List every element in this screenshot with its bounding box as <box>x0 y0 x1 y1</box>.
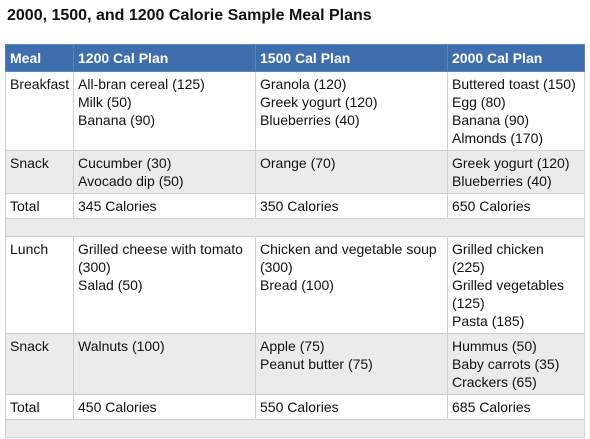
plan-cell: Grilled cheese with tomato (300) Salad (5… <box>73 236 256 334</box>
plan-cell: 450 Calories <box>73 394 256 420</box>
spacer-cell <box>5 218 585 237</box>
cell-line: 650 Calories <box>452 198 531 214</box>
cell-line: Avocado dip (50) <box>78 173 184 189</box>
plan-cell: Hummus (50) Baby carrots (35) Crackers (65… <box>447 333 585 395</box>
meal-cell: Lunch <box>5 236 74 334</box>
spacer-row <box>5 218 585 237</box>
plan-cell: 350 Calories <box>255 193 448 219</box>
cell-line: Banana (90) <box>78 112 156 128</box>
meal-cell: Snack <box>5 333 74 395</box>
cell-line: Almonds (170) <box>452 130 544 146</box>
spacer-row <box>5 419 585 438</box>
cell-line: Greek yogurt (120) <box>452 155 570 171</box>
cell-line: Baby carrots (35) <box>452 356 560 372</box>
plan-cell: 685 Calories <box>447 394 585 420</box>
cell-line: 345 Calories <box>78 198 157 214</box>
cell-line: Buttered toast (150) <box>452 76 576 92</box>
cell-line: Snack <box>10 338 49 354</box>
table-row: Snack Walnuts (100) Apple (75) Peanut butte… <box>5 333 585 395</box>
plan-cell: 650 Calories <box>447 193 585 219</box>
cell-line: All-bran cereal (125) <box>78 76 205 92</box>
cell-line: Walnuts (100) <box>78 338 165 354</box>
header-cell: Meal <box>5 44 74 72</box>
plan-cell: Greek yogurt (120) Blueberries (40) <box>447 150 585 194</box>
meal-cell: Breakfast <box>5 71 74 151</box>
meal-table: Meal 1200 Cal Plan 1500 Cal Plan 2000 Cal P… <box>5 44 585 438</box>
plan-cell: Buttered toast (150) Egg (80) Banana (90) A… <box>447 71 585 151</box>
cell-line: Blueberries (40) <box>260 112 360 128</box>
header-row: Meal 1200 Cal Plan 1500 Cal Plan 2000 Cal P… <box>5 44 585 72</box>
cell-line: Chicken and vegetable soup (300) <box>260 241 437 275</box>
cell-line: Banana (90) <box>452 112 530 128</box>
cell-line: 450 Calories <box>78 399 157 415</box>
cell-line: Grilled cheese with tomato (300) <box>78 241 243 275</box>
plan-cell: 345 Calories <box>73 193 256 219</box>
cell-line: 550 Calories <box>260 399 339 415</box>
cell-line: Snack <box>10 155 49 171</box>
cell-line: Pasta (185) <box>452 313 525 329</box>
meal-cell: Total <box>5 394 74 420</box>
cell-line: Crackers (65) <box>452 374 537 390</box>
cell-line: Salad (50) <box>78 277 143 293</box>
cell-line: 350 Calories <box>260 198 339 214</box>
table-row: Lunch Grilled cheese with tomato (300) Sal… <box>5 236 585 334</box>
cell-line: Orange (70) <box>260 155 336 171</box>
plan-cell: Orange (70) <box>255 150 448 194</box>
header-cell: 1200 Cal Plan <box>73 44 256 72</box>
table-row: Breakfast All-bran cereal (125) Milk (50) B… <box>5 71 585 151</box>
cell-line: Blueberries (40) <box>452 173 552 189</box>
cell-line: 685 Calories <box>452 399 531 415</box>
table-row: Total 345 Calories 350 Calories 650 Calorie… <box>5 193 585 219</box>
cell-line: Total <box>10 198 40 214</box>
cell-line: Milk (50) <box>78 94 132 110</box>
cell-line: Lunch <box>10 241 49 257</box>
spacer-cell <box>5 419 585 438</box>
cell-line: Greek yogurt (120) <box>260 94 378 110</box>
plan-cell: Apple (75) Peanut butter (75) <box>255 333 448 395</box>
table-row: Total 450 Calories 550 Calories 685 Calorie… <box>5 394 585 420</box>
cell-line: Peanut butter (75) <box>260 356 373 372</box>
plan-cell: Walnuts (100) <box>73 333 256 395</box>
cell-line: Grilled vegetables (125) <box>452 277 565 311</box>
cell-line: Breakfast <box>10 76 70 92</box>
plan-cell: Cucumber (30) Avocado dip (50) <box>73 150 256 194</box>
page-title: 2000, 1500, and 1200 Calorie Sample Meal… <box>7 7 372 24</box>
table-row: Snack Cucumber (30) Avocado dip (50) Orange… <box>5 150 585 194</box>
header-cell: 2000 Cal Plan <box>447 44 585 72</box>
cell-line: Bread (100) <box>260 277 334 293</box>
meal-cell: Snack <box>5 150 74 194</box>
cell-line: Apple (75) <box>260 338 325 354</box>
cell-line: Egg (80) <box>452 94 506 110</box>
plan-cell: Chicken and vegetable soup (300) Bread (1… <box>255 236 448 334</box>
meal-cell: Total <box>5 193 74 219</box>
header-cell: 1500 Cal Plan <box>255 44 448 72</box>
plan-cell: All-bran cereal (125) Milk (50) Banana (90… <box>73 71 256 151</box>
plan-cell: Grilled chicken (225) Grilled vegetables … <box>447 236 585 334</box>
cell-line: Granola (120) <box>260 76 347 92</box>
cell-line: Total <box>10 399 40 415</box>
plan-cell: Granola (120) Greek yogurt (120) Blueberri… <box>255 71 448 151</box>
cell-line: Hummus (50) <box>452 338 537 354</box>
cell-line: Grilled chicken (225) <box>452 241 544 275</box>
cell-line: Cucumber (30) <box>78 155 172 171</box>
plan-cell: 550 Calories <box>255 394 448 420</box>
